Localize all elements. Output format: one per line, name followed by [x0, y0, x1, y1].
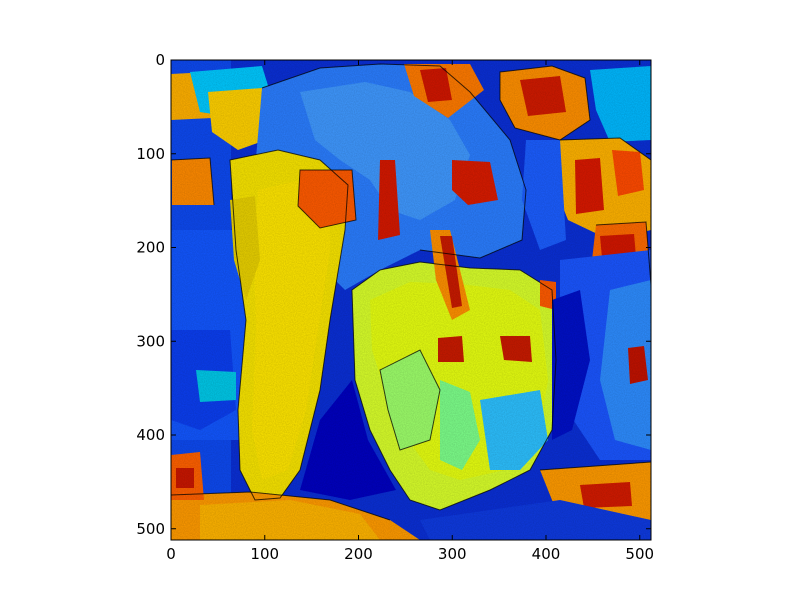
plot-area: [171, 60, 651, 540]
x-tick-label: 400: [532, 545, 561, 563]
x-tick-label: 200: [344, 545, 373, 563]
x-tick-label: 500: [625, 545, 654, 563]
y-axis: 0 100 200 300 400 500: [136, 51, 651, 538]
y-tick-label: 0: [155, 51, 165, 69]
y-tick-label: 400: [136, 426, 165, 444]
x-tick-label: 0: [166, 545, 176, 563]
y-tick-label: 200: [136, 239, 165, 257]
axes-frame: [170, 59, 652, 541]
x-axis: 0 100 200 300 400 500: [166, 60, 654, 563]
contour-lines: [171, 63, 651, 521]
x-tick-label: 100: [250, 545, 279, 563]
x-tick-label: 300: [438, 545, 467, 563]
y-tick-label: 500: [136, 520, 165, 538]
y-tick-label: 100: [136, 145, 165, 163]
y-tick-label: 300: [136, 332, 165, 350]
